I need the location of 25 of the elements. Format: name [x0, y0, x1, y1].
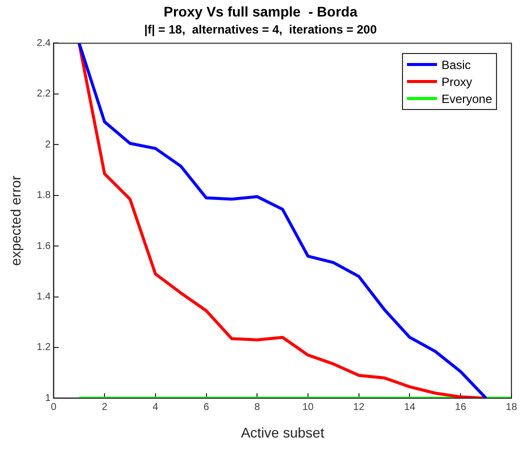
x-axis-title: Active subset — [240, 424, 324, 440]
y-tick-label: 1.4 — [36, 292, 52, 303]
x-tick-label: 0 — [50, 402, 57, 413]
x-tick-label: 18 — [506, 402, 518, 413]
y-tick-label: 1.6 — [36, 240, 52, 252]
x-tick-label: 16 — [455, 402, 467, 413]
chart-title: Proxy Vs full sample - Borda — [164, 3, 358, 20]
x-tick-label: 4 — [152, 402, 159, 413]
y-tick-label: 2.4 — [36, 38, 52, 49]
y-tick-label: 1.8 — [36, 190, 52, 202]
y-tick-label: 1.2 — [36, 342, 52, 354]
chart-subtitle: |f| = 18, alternatives = 4, iterations = 200 — [144, 22, 378, 36]
x-tick-label: 14 — [404, 402, 416, 413]
y-tick-label: 2.2 — [36, 88, 52, 100]
legend-label: Proxy — [441, 74, 472, 89]
x-tick-label: 8 — [254, 402, 260, 413]
legend-label: Basic — [441, 58, 471, 72]
y-tick-label: 2 — [45, 139, 52, 150]
legend-label: Everyone — [441, 92, 492, 106]
y-axis-title: expected error — [7, 175, 24, 266]
x-tick-label: 6 — [204, 402, 210, 413]
x-tick-label: 2 — [102, 402, 108, 413]
y-tick-label: 1 — [45, 392, 52, 404]
x-tick-label: 10 — [302, 402, 314, 413]
x-tick-label: 12 — [353, 402, 365, 413]
